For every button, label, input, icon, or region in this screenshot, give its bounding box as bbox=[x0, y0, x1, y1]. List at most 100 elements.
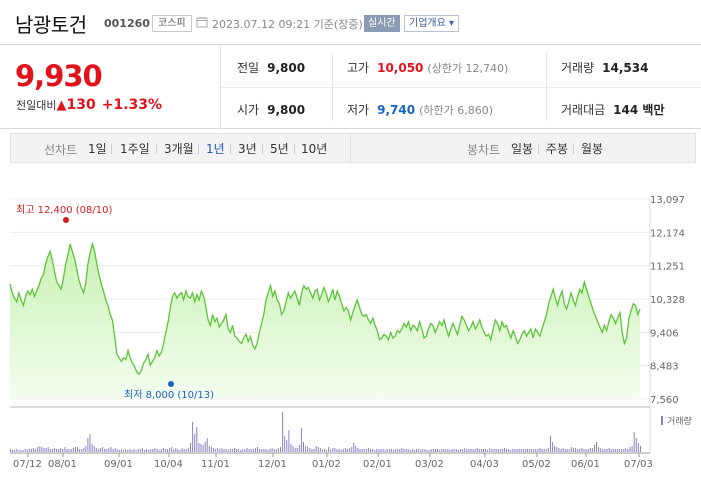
volume-bar bbox=[414, 450, 415, 452]
volume-bar bbox=[424, 449, 426, 452]
volume-bar bbox=[612, 449, 614, 452]
volume-bar bbox=[430, 449, 432, 452]
price-chart[interactable]: 13,09712,17411,25110,3289,4068,4837,560 … bbox=[0, 180, 701, 477]
candle-weekly[interactable]: 주봉 bbox=[546, 142, 569, 156]
x-tick-label: 04/03 bbox=[470, 459, 499, 470]
volume-bar bbox=[231, 449, 233, 452]
volume-bar bbox=[470, 449, 472, 452]
volume-bar bbox=[221, 448, 223, 452]
period-3y[interactable]: 3년 bbox=[238, 142, 257, 156]
volume-bar bbox=[179, 450, 181, 452]
y-tick-label: 7,560 bbox=[650, 395, 679, 406]
divider bbox=[262, 144, 263, 154]
period-1y[interactable]: 1년 bbox=[206, 142, 225, 156]
volume-bar bbox=[539, 448, 541, 452]
period-1w[interactable]: 1주일 bbox=[120, 142, 150, 156]
volume-bar bbox=[386, 449, 388, 452]
volume-bar bbox=[47, 447, 49, 452]
candle-daily[interactable]: 일봉 bbox=[511, 142, 534, 156]
volume-bar bbox=[91, 444, 93, 452]
volume-bar bbox=[303, 442, 304, 452]
volume-bar bbox=[229, 449, 231, 452]
volume-bar bbox=[190, 443, 191, 452]
volume-value: 14,534 bbox=[602, 61, 649, 75]
volume-bar bbox=[261, 449, 263, 452]
low-value: 9,740 bbox=[377, 103, 416, 117]
volume-bar bbox=[131, 450, 133, 452]
volume-bar bbox=[288, 430, 290, 452]
amount-value: 144 백만 bbox=[613, 103, 665, 117]
volume-bar bbox=[472, 449, 474, 452]
volume-bar bbox=[242, 449, 244, 452]
volume-bar bbox=[175, 448, 177, 452]
volume-bar bbox=[125, 449, 127, 452]
divider bbox=[230, 144, 231, 154]
realtime-button[interactable]: 실시간 bbox=[364, 15, 400, 32]
volume-bar bbox=[510, 450, 512, 452]
volume-bar bbox=[610, 449, 612, 452]
volume-bar bbox=[351, 447, 353, 452]
volume-bar bbox=[550, 436, 551, 452]
volume-bar bbox=[621, 449, 623, 452]
volume-bar bbox=[238, 449, 240, 452]
volume-bar bbox=[591, 448, 593, 452]
volume-bar bbox=[598, 447, 600, 452]
volume-bar bbox=[74, 447, 76, 452]
volume-bar bbox=[148, 450, 150, 452]
volume-bar bbox=[183, 449, 185, 452]
volume-bar bbox=[79, 449, 81, 452]
x-tick-label: 05/02 bbox=[522, 459, 551, 470]
period-1d[interactable]: 1일 bbox=[88, 142, 107, 156]
volume-bar bbox=[380, 449, 382, 452]
market-badge: 코스피 bbox=[152, 15, 192, 32]
volume-bar bbox=[259, 449, 261, 452]
volume-bar bbox=[156, 449, 158, 452]
company-profile-dropdown[interactable]: 기업개요 ▾ bbox=[404, 15, 459, 32]
volume-bar bbox=[537, 449, 539, 452]
volume-bar bbox=[508, 449, 510, 452]
volume-bar bbox=[378, 449, 380, 452]
price-line bbox=[9, 241, 641, 376]
volume-bar bbox=[552, 442, 554, 452]
volume-bar bbox=[589, 448, 591, 452]
volume-bar bbox=[491, 449, 493, 452]
y-axis: 13,097 12,174 11,251 10,328 9,406 8,483 7,560 bbox=[650, 195, 685, 406]
volume-bar bbox=[328, 447, 330, 452]
volume-bar bbox=[137, 449, 139, 452]
volume-bar bbox=[321, 449, 323, 452]
volume-bar bbox=[570, 447, 572, 452]
price-area bbox=[10, 244, 640, 399]
volume-bar bbox=[633, 432, 635, 452]
period-5y[interactable]: 5년 bbox=[270, 142, 289, 156]
volume-bar bbox=[271, 448, 273, 452]
volume-bar bbox=[223, 449, 225, 452]
volume-bar bbox=[464, 448, 466, 452]
price-change: 전일대비▲130 +1.33% bbox=[16, 97, 162, 113]
period-10y[interactable]: 10년 bbox=[301, 142, 328, 156]
row-divider bbox=[221, 87, 701, 88]
volume-bar bbox=[26, 450, 28, 452]
volume-bar bbox=[640, 446, 641, 452]
volume-bar bbox=[167, 449, 168, 452]
stock-name: 남광토건 bbox=[15, 13, 87, 37]
volume-bar bbox=[267, 450, 269, 452]
volume-bar bbox=[353, 443, 355, 452]
period-3m[interactable]: 3개월 bbox=[164, 142, 194, 156]
volume-bar bbox=[330, 449, 332, 452]
candle-monthly[interactable]: 월봉 bbox=[581, 142, 604, 156]
volume-bar bbox=[315, 446, 317, 452]
volume-bar bbox=[487, 450, 489, 452]
y-tick-label: 9,406 bbox=[650, 328, 679, 339]
volume-bar bbox=[451, 449, 453, 452]
volume-bar bbox=[506, 449, 507, 452]
volume-bar bbox=[248, 449, 250, 452]
volume-bar bbox=[77, 447, 78, 452]
x-tick-label: 11/01 bbox=[201, 459, 230, 470]
volume-bar bbox=[87, 438, 89, 452]
volume-bar bbox=[326, 450, 327, 452]
volume-bar bbox=[217, 448, 219, 452]
volume-bar bbox=[581, 448, 583, 452]
volume-bar bbox=[102, 447, 104, 452]
volume-bar bbox=[457, 450, 459, 452]
volume-bar bbox=[70, 449, 72, 452]
